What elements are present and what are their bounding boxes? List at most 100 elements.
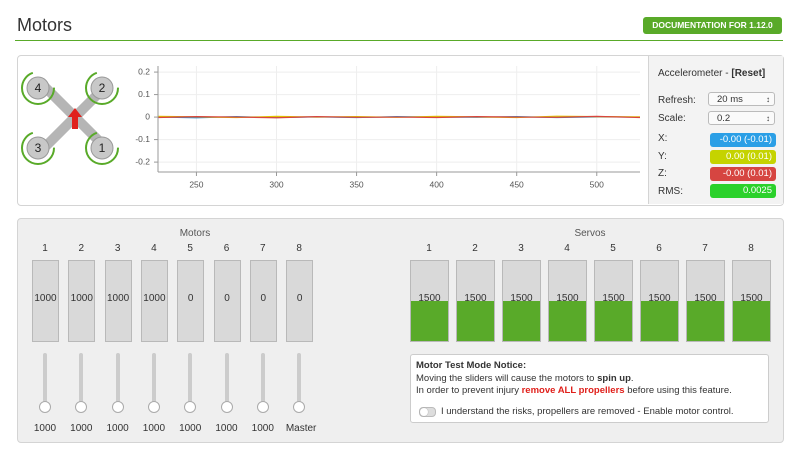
x-tick-label: 350 <box>349 179 363 189</box>
axis-label: Z: <box>658 168 667 179</box>
doc-button[interactable]: DOCUMENTATION FOR 1.12.0 <box>643 17 782 34</box>
slider-thumb[interactable] <box>75 401 88 413</box>
motors-title: Motors <box>179 228 211 239</box>
y-tick-label: 0 <box>145 111 150 121</box>
servo-fill <box>411 301 448 341</box>
slider-value: 1000 <box>251 423 274 434</box>
servo-value: 1500 <box>464 293 487 304</box>
axis-label: X: <box>658 133 668 144</box>
scale-select[interactable]: 0.2 <box>708 111 775 126</box>
servo-bar: 1500 <box>686 260 725 342</box>
plot-area <box>158 66 640 172</box>
slider-track <box>115 353 120 405</box>
slider-track <box>224 353 229 405</box>
slider-track <box>79 353 84 405</box>
servo-bar: 1500 <box>640 260 679 342</box>
notice-line: Moving the sliders will cause the motors… <box>416 373 634 384</box>
servo-bar: 1500 <box>732 260 771 342</box>
rotor-label: 1 <box>99 141 106 155</box>
servo-bar: 1500 <box>410 260 449 342</box>
servo-number: 1 <box>426 243 432 254</box>
motor-number: 2 <box>78 243 85 254</box>
slider-track <box>43 353 47 405</box>
x-tick-label: 250 <box>189 179 203 189</box>
rms-value: 0.0025 <box>710 184 776 198</box>
slider-thumb[interactable] <box>293 401 306 413</box>
rotor-ring <box>85 131 119 165</box>
text: Moving the sliders will cause the motors… <box>416 373 598 384</box>
servo-bar: 1500 <box>548 260 587 342</box>
axis-label: Y: <box>658 151 667 162</box>
divider <box>15 40 783 41</box>
rotor <box>26 76 50 100</box>
rotor <box>90 136 114 160</box>
servo-value: 1500 <box>648 293 671 304</box>
motor-number: 5 <box>187 243 193 254</box>
reading: -0.00 (0.01) <box>710 167 776 181</box>
motor-bar: 1000 <box>68 260 96 342</box>
rotor <box>90 76 114 100</box>
slider-track <box>297 353 302 405</box>
motor-bar: 0 <box>249 260 277 342</box>
slider-value: 1000 <box>106 423 129 434</box>
sensor-name: Accelerometer - <box>658 68 729 79</box>
toggle[interactable] <box>419 407 436 417</box>
servo-bar: 1500 <box>456 260 495 342</box>
slider-value: 1000 <box>179 423 202 434</box>
rotor-label: 3 <box>35 141 42 155</box>
slider-thumb[interactable] <box>39 401 51 413</box>
servo-fill <box>457 301 494 341</box>
motor-value: 0 <box>260 293 267 304</box>
refresh-select[interactable]: 20 ms <box>708 92 775 107</box>
slider-thumb[interactable] <box>184 401 197 413</box>
rms-label: RMS: <box>658 186 683 197</box>
servo-value: 1500 <box>510 293 533 304</box>
notice-line: In order to prevent injury remove ALL pr… <box>416 385 732 396</box>
slider-track <box>151 353 156 405</box>
x-tick-label: 450 <box>510 179 524 189</box>
warning: remove ALL propellers <box>521 385 625 396</box>
reset-link[interactable]: [Reset] <box>731 68 766 79</box>
toggle-label[interactable]: I understand the risks, propellers are r… <box>441 406 734 417</box>
text: before using this feature. <box>624 385 732 396</box>
servo-fill <box>641 301 678 341</box>
motor-value: 1000 <box>34 293 57 304</box>
rotor-label: 4 <box>35 81 42 95</box>
motor-number: 4 <box>151 243 157 254</box>
notice-title: Motor Test Mode Notice: <box>416 360 527 371</box>
slider-thumb[interactable] <box>147 401 160 413</box>
motor-number: 8 <box>296 243 302 254</box>
motor-bar: 0 <box>286 260 314 342</box>
slider-thumb[interactable] <box>111 401 124 413</box>
x-tick-label: 400 <box>430 179 444 189</box>
servo-bar: 1500 <box>594 260 633 342</box>
rotor-label: 2 <box>99 81 106 95</box>
series-line <box>157 115 641 119</box>
slider-value: 1000 <box>70 423 93 434</box>
servo-value: 1500 <box>418 293 441 304</box>
motor-value: 1000 <box>70 293 93 304</box>
rotor <box>26 136 50 160</box>
servo-value: 1500 <box>556 293 579 304</box>
motor-bar: 0 <box>213 260 241 342</box>
motor-number: 6 <box>223 243 230 254</box>
reading: -0.00 (-0.01) <box>710 133 776 147</box>
servo-number: 5 <box>610 243 616 254</box>
sensor-title: Accelerometer - [Reset] <box>658 68 765 79</box>
x-tick-label: 300 <box>269 179 283 189</box>
servo-number: 2 <box>472 243 478 254</box>
servo-number: 8 <box>748 243 754 254</box>
motor-value: 1000 <box>106 293 130 304</box>
scale-label: Scale: <box>658 113 686 124</box>
motor-value: 0 <box>224 293 230 304</box>
motor-value: 0 <box>296 293 303 304</box>
slider-thumb[interactable] <box>256 401 269 413</box>
text: In order to prevent injury <box>416 385 522 396</box>
slider-thumb[interactable] <box>220 401 233 413</box>
servo-value: 1500 <box>694 293 717 304</box>
servo-value: 1500 <box>740 293 763 304</box>
direction-arrow <box>68 108 82 129</box>
text: . <box>630 373 634 384</box>
